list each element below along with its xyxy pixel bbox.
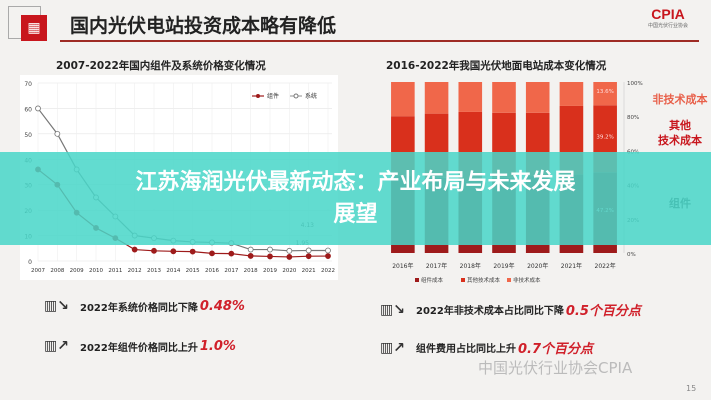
headline-banner: 江苏海润光伏最新动态：产业布局与未来发展 展望 — [0, 152, 711, 245]
solar-panel-icon: ▦ — [21, 15, 47, 41]
data-label: 13.6% — [596, 89, 613, 95]
data-point — [131, 246, 138, 253]
y-tick-label: 60 — [24, 106, 32, 113]
side-label-non-tech: 非技术成本 — [652, 93, 708, 106]
bar-segment — [492, 82, 516, 113]
cpia-logo: CPIA 中国光伏行业协会 — [647, 6, 688, 29]
data-point — [54, 130, 61, 137]
stat-component-price: ▥↗ 2022年组件价格同比上升 1.0% — [44, 338, 236, 354]
headline-line2: 展望 — [333, 201, 378, 227]
data-point — [228, 250, 235, 257]
data-point — [286, 254, 293, 260]
legend-marker — [256, 94, 260, 98]
stat-system-price: ▥↘ 2022年系统价格同比下降 0.48% — [44, 298, 245, 314]
x-tick-label: 2016年 — [392, 262, 413, 270]
data-point — [267, 246, 273, 253]
y-tick-label: 0% — [627, 252, 636, 258]
x-tick-label: 2020年 — [527, 262, 548, 270]
bar-chart-title: 2016-2022年我国光伏地面电站成本变化情况 — [386, 60, 607, 72]
data-point — [305, 247, 312, 254]
x-tick-label: 2020 — [282, 268, 296, 274]
bar-segment — [593, 82, 617, 106]
data-point — [170, 248, 177, 255]
bar-chart-down-icon: ▥↘ — [380, 301, 405, 318]
y-tick-label: 80% — [627, 115, 639, 121]
side-label-other-tech: 其他 技术成本 — [658, 119, 702, 147]
line-chart-title: 2007-2022年国内组件及系统价格变化情况 — [56, 60, 266, 72]
data-point — [325, 247, 331, 254]
y-tick-label: 70 — [24, 81, 32, 88]
x-tick-label: 2008 — [50, 268, 64, 274]
x-tick-label: 2009 — [70, 268, 84, 274]
x-tick-label: 2022 — [321, 268, 335, 274]
x-tick-label: 2018年 — [460, 262, 481, 270]
x-tick-label: 2021 — [302, 268, 316, 274]
y-tick-label: 100% — [627, 81, 643, 87]
x-tick-label: 2022年 — [595, 262, 616, 270]
legend-marker — [293, 93, 299, 99]
page-title: 国内光伏电站投资成本略有降低 — [70, 15, 337, 37]
y-tick-label: 50 — [24, 132, 32, 139]
x-tick-label: 2013 — [147, 268, 161, 274]
legend-label: 其他技术成本 — [467, 276, 501, 284]
legend-swatch — [507, 278, 511, 282]
x-tick-label: 2019 — [263, 268, 277, 274]
data-label: 39.2% — [596, 134, 613, 140]
data-point — [209, 250, 215, 257]
x-tick-label: 2019年 — [493, 262, 514, 270]
headline-line1: 江苏海润光伏最新动态：产业布局与未来发展 — [135, 169, 576, 195]
data-point — [151, 247, 157, 254]
legend-label: 组件成本 — [421, 276, 444, 284]
x-tick-label: 2010 — [89, 268, 103, 274]
bar-chart-up-icon: ▥↗ — [380, 339, 405, 356]
page-number: 15 — [686, 384, 697, 393]
watermark: 中国光伏行业协会CPIA — [478, 359, 633, 377]
stat-component-share: ▥↗ 组件费用占比同比上升 0.7个百分点 — [380, 339, 594, 358]
y-tick-label: 0 — [28, 259, 32, 266]
data-point — [247, 246, 254, 253]
x-tick-label: 2014 — [166, 268, 180, 274]
bar-segment — [391, 82, 415, 117]
legend-swatch — [461, 278, 465, 282]
data-point — [267, 253, 273, 260]
data-point — [305, 253, 312, 260]
bar-segment — [559, 82, 584, 106]
data-point — [35, 105, 41, 112]
bar-segment — [525, 82, 550, 113]
bar-segment — [458, 82, 483, 112]
x-tick-label: 2007 — [31, 268, 45, 274]
header-divider — [60, 40, 699, 42]
stat-non-tech-share: ▥↘ 2022年非技术成本占比同比下降 0.5个百分点 — [380, 301, 641, 320]
x-tick-label: 2016 — [205, 268, 219, 274]
data-point — [189, 248, 196, 255]
x-tick-label: 2017 — [224, 268, 238, 274]
bar-chart-up-icon: ▥↗ — [44, 338, 69, 354]
bar-chart-down-icon: ▥↘ — [44, 298, 69, 314]
x-tick-label: 2015 — [186, 268, 200, 274]
x-tick-label: 2012 — [128, 268, 142, 274]
x-tick-label: 2018 — [244, 268, 258, 274]
legend-label: 组件 — [267, 92, 279, 100]
x-tick-label: 2017年 — [426, 262, 447, 270]
data-point — [286, 247, 293, 254]
legend-swatch — [415, 278, 419, 282]
data-point — [247, 253, 254, 259]
bar-segment — [424, 82, 449, 114]
data-point — [325, 253, 331, 259]
x-tick-label: 2021年 — [561, 262, 582, 270]
x-tick-label: 2011 — [108, 268, 122, 274]
legend-label: 系统 — [305, 92, 317, 100]
legend-label: 非技术成本 — [513, 276, 541, 284]
